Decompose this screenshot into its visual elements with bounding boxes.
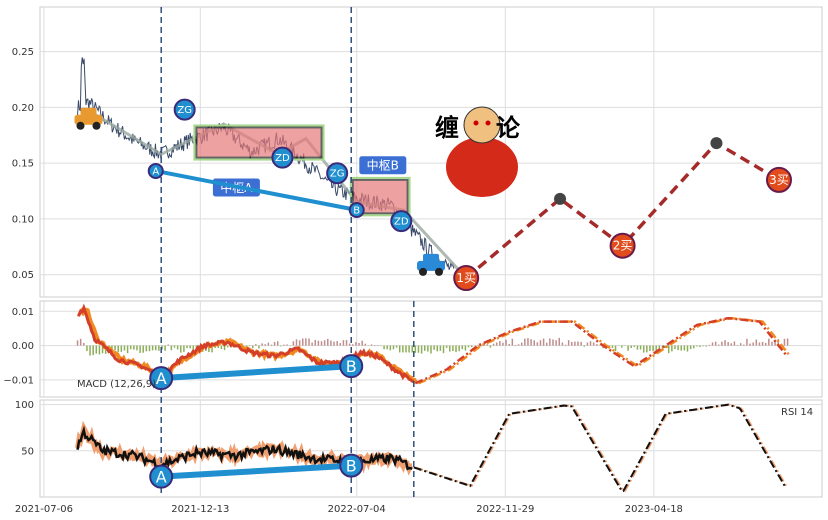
macd-marker-a-label: A [156,369,167,388]
buy-point-marker [609,232,636,259]
rsi-y-tick-label: 100 [15,400,34,411]
x-tick-label: 2023-04-18 [625,504,683,515]
rsi-marker-a-label: A [156,468,167,487]
car-wheel [419,267,427,276]
macd-marker-b [339,354,364,379]
price-marker-zg-label: ZG [330,169,345,180]
pivot-label: 中枢B [367,158,399,173]
title-char-left: 缠 [435,114,459,142]
annotations: 中枢A中枢BABZGZDZGZD1买2买3买ABAB [74,7,792,497]
macd-dif-line [77,303,415,383]
title-char-right: 论 [496,114,521,142]
x-tick-label: 2021-07-06 [15,504,73,515]
buy-point-marker [765,166,792,193]
price-marker-b-label: B [353,206,360,217]
macd-y-tick-label: 0.01 [12,307,34,318]
price-panel-frame [39,6,823,298]
pivot-box [195,126,323,159]
price-marker-a [147,162,164,179]
car-icon [417,253,445,276]
forecast-node [710,137,723,150]
price-y-tick-label: 0.05 [12,270,34,281]
price-marker-zg-label: ZG [177,105,192,116]
macd-dea-forecast [417,316,791,385]
price-marker-zd [271,146,294,169]
tick-labels: 2021-07-06 2021-12-13 2022-07-04 2022-11-29… [3,47,683,515]
car-wheel [76,121,85,130]
price-marker-zg [173,98,196,121]
price-marker-b [348,202,365,218]
grid-lines [40,7,822,497]
rsi-divergence-line [161,462,352,480]
rsi-marker-b-label: B [346,457,357,476]
car-roof [80,107,97,116]
scooter-icon [74,107,103,130]
price-y-tick-label: 0.25 [12,47,34,58]
price-trend-line [155,168,358,212]
monk-eye [485,120,491,126]
price-marker-a-label: A [152,166,159,177]
price-marker-zd [390,210,413,233]
buy-point-label: 3买 [769,173,789,187]
rsi-marker-b [339,453,364,478]
pivot-label-box [358,155,408,176]
macd-y-tick-label: 0.00 [12,341,34,352]
macd-divergence-line [161,363,352,382]
price-marker-zg [326,162,349,185]
rsi-panel-label: RSI 14 [781,407,813,418]
price-y-tick-label: 0.15 [12,159,34,170]
x-tick-label: 2021-12-13 [171,504,229,515]
price-marker-zd-label: ZD [394,217,409,228]
pivot-box-outline [193,124,325,161]
macd-dif-forecast [414,316,788,385]
monk-eye [473,120,479,126]
monk-head [463,106,501,144]
macd-y-tick-label: −0.01 [3,375,34,386]
forecast-node [554,192,567,205]
car-wheel [92,121,101,130]
rsi-forecast-line [413,403,787,493]
macd-panel-label: MACD (12,26,9) [77,379,156,390]
price-y-tick-label: 0.10 [12,214,34,225]
x-tick-label: 2022-07-04 [328,504,386,515]
price-marker-zd-label: ZD [275,153,290,164]
monk-figure-icon [446,106,518,197]
monk-robe [446,137,518,197]
macd-marker-a [149,366,174,391]
price-y-tick-label: 0.20 [12,103,34,114]
buy-point-marker [453,265,480,292]
car-wheel [435,267,443,276]
pivot-box-outline [349,176,411,217]
buy-point-label: 2买 [613,239,633,253]
rsi-y-tick-label: 50 [21,446,34,457]
car-roof [423,253,439,262]
macd-marker-b-label: B [346,357,357,376]
rsi-marker-a [149,464,174,489]
buy-point-label: 1买 [456,271,476,285]
macd-histogram [76,337,789,356]
x-tick-label: 2022-11-29 [476,504,534,515]
